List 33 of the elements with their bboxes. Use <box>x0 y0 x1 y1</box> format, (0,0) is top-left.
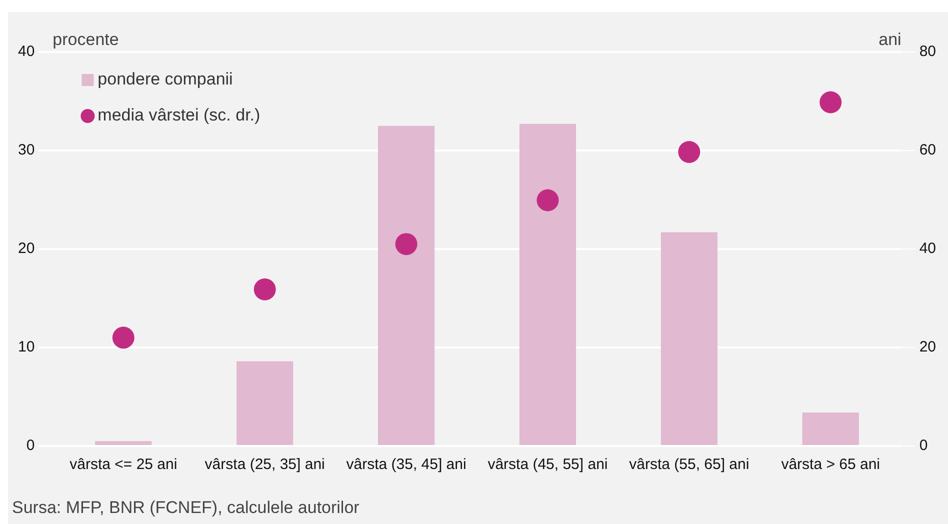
y2-tick-label: 0 <box>919 437 928 454</box>
point <box>395 233 418 256</box>
legend-label: media vârstei (sc. dr.) <box>98 106 260 125</box>
bar <box>519 124 576 445</box>
y-tick-label: 0 <box>26 437 35 454</box>
x-tick-label: vârsta (45, 55] ani <box>488 456 608 474</box>
y-tick-label: 40 <box>18 43 35 60</box>
x-tick-label: vârsta > 65 ani <box>781 456 880 474</box>
y-axis-title: procente <box>52 30 119 50</box>
y2-tick-label: 40 <box>919 240 936 258</box>
y-tick-label: 30 <box>18 142 35 159</box>
x-tick-label: vârsta (55, 65] ani <box>629 456 750 474</box>
legend-label: pondere companii <box>98 70 233 89</box>
bar <box>378 126 435 445</box>
bar <box>95 441 152 445</box>
x-tick-label: vârsta <= 25 ani <box>70 456 178 474</box>
y-tick-label: 10 <box>18 338 35 356</box>
text: Sursa: MFP, BNR (FCNEF), calculele autorilor <box>12 498 360 518</box>
bar <box>660 232 718 445</box>
point <box>112 326 134 349</box>
x-tick-label: vârsta (35, 45] ani <box>346 456 466 474</box>
y-tick-label: 20 <box>18 240 35 258</box>
x-tick-label: vârsta (25, 35] ani <box>204 456 325 474</box>
bar <box>802 412 859 445</box>
y2-tick-label: 20 <box>919 338 936 356</box>
bar <box>236 361 294 445</box>
point <box>678 140 700 163</box>
y2-tick-label: 60 <box>919 142 936 159</box>
point <box>254 278 276 300</box>
point <box>820 91 842 114</box>
y2-tick-label: 80 <box>919 43 936 60</box>
point <box>536 189 559 212</box>
y2-axis-title: ani <box>878 30 902 50</box>
